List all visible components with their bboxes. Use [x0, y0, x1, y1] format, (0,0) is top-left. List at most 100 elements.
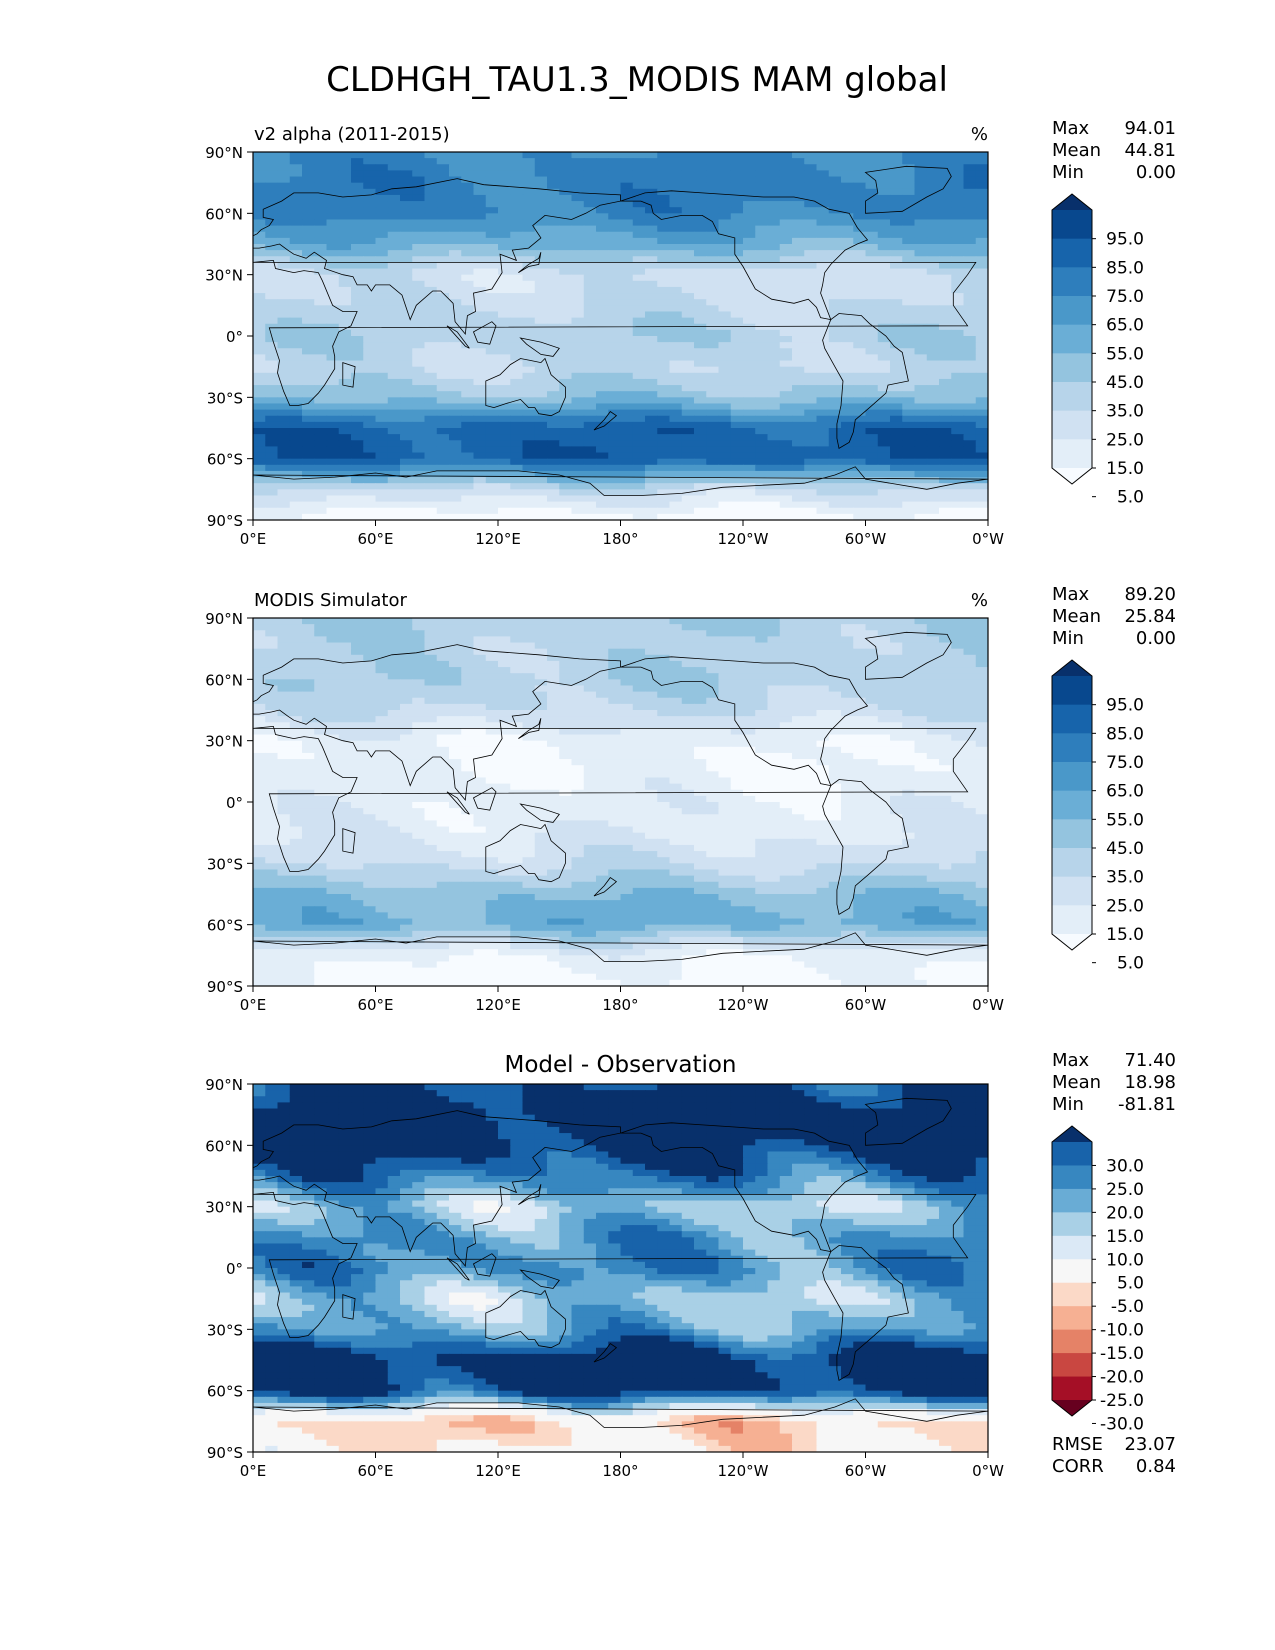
colorbar-segment — [1052, 1165, 1092, 1190]
stat-value: 94.01 — [1124, 118, 1176, 139]
coastline — [485, 1289, 566, 1349]
colorbar-label: 65.0 — [1106, 782, 1144, 802]
colorbar-label: 45.0 — [1106, 373, 1144, 393]
colorbar-segment — [1052, 1376, 1092, 1401]
panel-difference: 90°N 60°N 30°N 0° 30°S 60°S 90°S0°E 60°E 120°E 18… — [205, 1050, 1176, 1480]
colorbar: 95.0 85.0 75.0 65.0 55.0 45.0 35.0 25.0 15.0 5.0 — [1051, 193, 1144, 508]
panel-reference: 90°N 60°N 30°N 0° 30°S 60°S 90°S0°E 60°E 120°E 18… — [205, 584, 1176, 1014]
colorbar-segment — [1052, 1235, 1092, 1260]
colorbar-label: -30.0 — [1100, 1414, 1144, 1434]
coastline — [253, 1110, 621, 1267]
colorbar-label: 45.0 — [1106, 839, 1144, 859]
stat-label: Mean — [1052, 606, 1101, 627]
colorbar-bottom-cap — [1052, 1400, 1092, 1416]
stat-label: Min — [1052, 1094, 1084, 1115]
x-tick-label: 120°E — [475, 1462, 521, 1480]
coastline — [864, 1097, 952, 1146]
extra-stat-label: RMSE — [1052, 1434, 1103, 1455]
x-tick-label: 60°E — [357, 530, 393, 548]
colorbar-segment — [1052, 1142, 1092, 1166]
stat-value: 25.84 — [1124, 606, 1176, 627]
y-tick-label: 30°N — [205, 1199, 243, 1217]
coastline — [485, 357, 566, 417]
coastline — [519, 337, 560, 357]
coastline — [446, 791, 470, 815]
map-field — [253, 618, 988, 986]
panel-title-center: Model - Observation — [504, 1052, 736, 1078]
y-tick-label: 0° — [226, 794, 243, 812]
colorbar-label: 15.0 — [1106, 925, 1144, 945]
colorbar-label: -5.0 — [1111, 1297, 1144, 1317]
coastline — [342, 1294, 356, 1320]
x-tick-label: 120°E — [475, 996, 521, 1014]
coastline — [253, 466, 988, 496]
coastline — [342, 828, 356, 854]
x-tick-label: 0°E — [240, 996, 267, 1014]
colorbar-label: 25.0 — [1106, 1180, 1144, 1200]
colorbar-segment — [1052, 296, 1092, 326]
y-tick-label: 60°N — [205, 205, 243, 223]
colorbar-segment — [1052, 1212, 1092, 1237]
stat-value: 18.98 — [1124, 1072, 1176, 1093]
stat-value: 0.00 — [1136, 162, 1176, 183]
extra-stat-value: 0.84 — [1136, 1456, 1176, 1477]
coastline — [253, 178, 621, 335]
coastline — [253, 1398, 988, 1428]
y-tick-label: 60°N — [205, 1137, 243, 1155]
x-tick-label: 120°W — [718, 530, 769, 548]
colorbar-label: 65.0 — [1106, 316, 1144, 336]
coastline — [446, 1257, 470, 1281]
stat-label: Min — [1052, 628, 1084, 649]
colorbar-top-cap — [1052, 194, 1092, 210]
colorbar-segment — [1052, 704, 1092, 734]
colorbar-segment — [1052, 676, 1092, 706]
colorbar-top-cap — [1052, 660, 1092, 676]
colorbar-label: -25.0 — [1100, 1391, 1144, 1411]
coastline — [822, 313, 909, 450]
colorbar-segment — [1052, 1353, 1092, 1378]
panel-units: % — [971, 124, 988, 145]
colorbar-segment — [1052, 1306, 1092, 1331]
y-tick-label: 0° — [226, 1260, 243, 1278]
x-tick-label: 60°W — [845, 530, 887, 548]
x-tick-label: 120°W — [718, 996, 769, 1014]
coastline — [593, 411, 618, 431]
y-tick-label: 90°N — [205, 1076, 243, 1094]
coastline — [518, 1184, 542, 1205]
colorbar: 30.0 25.0 20.0 15.0 10.0 5.0 -5.0 -10.0 -15.0 -20… — [1051, 1125, 1144, 1434]
x-tick-label: 0°W — [972, 1462, 1004, 1480]
colorbar-label: 25.0 — [1106, 896, 1144, 916]
coastlines — [253, 631, 988, 962]
extra-stat-label: CORR — [1052, 1456, 1104, 1477]
coastline — [253, 932, 988, 962]
colorbar-bottom-cap — [1052, 468, 1092, 484]
stat-label: Max — [1052, 584, 1090, 605]
colorbar-segment — [1052, 267, 1092, 297]
stat-value: 89.20 — [1124, 584, 1176, 605]
y-tick-label: 60°S — [207, 917, 243, 935]
colorbar-label: 85.0 — [1106, 258, 1144, 278]
coastline — [472, 321, 497, 345]
coastline — [342, 362, 356, 388]
colorbar-label: 10.0 — [1106, 1250, 1144, 1270]
stat-value: -81.81 — [1118, 1094, 1176, 1115]
coastline — [864, 631, 952, 680]
colorbar-segment — [1052, 238, 1092, 268]
extra-stat-value: 23.07 — [1124, 1434, 1176, 1455]
x-tick-label: 120°E — [475, 530, 521, 548]
colorbar-label: 15.0 — [1106, 1227, 1144, 1247]
y-tick-label: 90°N — [205, 144, 243, 162]
colorbar-label: 55.0 — [1106, 810, 1144, 830]
coastline — [485, 823, 566, 883]
panel-title-left: MODIS Simulator — [254, 590, 407, 611]
coastline — [519, 803, 560, 823]
coastline — [446, 325, 470, 349]
colorbar-segment — [1052, 353, 1092, 383]
stat-value: 0.00 — [1136, 628, 1176, 649]
colorbar-segment — [1052, 439, 1092, 469]
stat-value: 71.40 — [1124, 1050, 1176, 1071]
panel-units: % — [971, 590, 988, 611]
y-tick-label: 30°N — [205, 267, 243, 285]
stat-label: Max — [1052, 118, 1090, 139]
